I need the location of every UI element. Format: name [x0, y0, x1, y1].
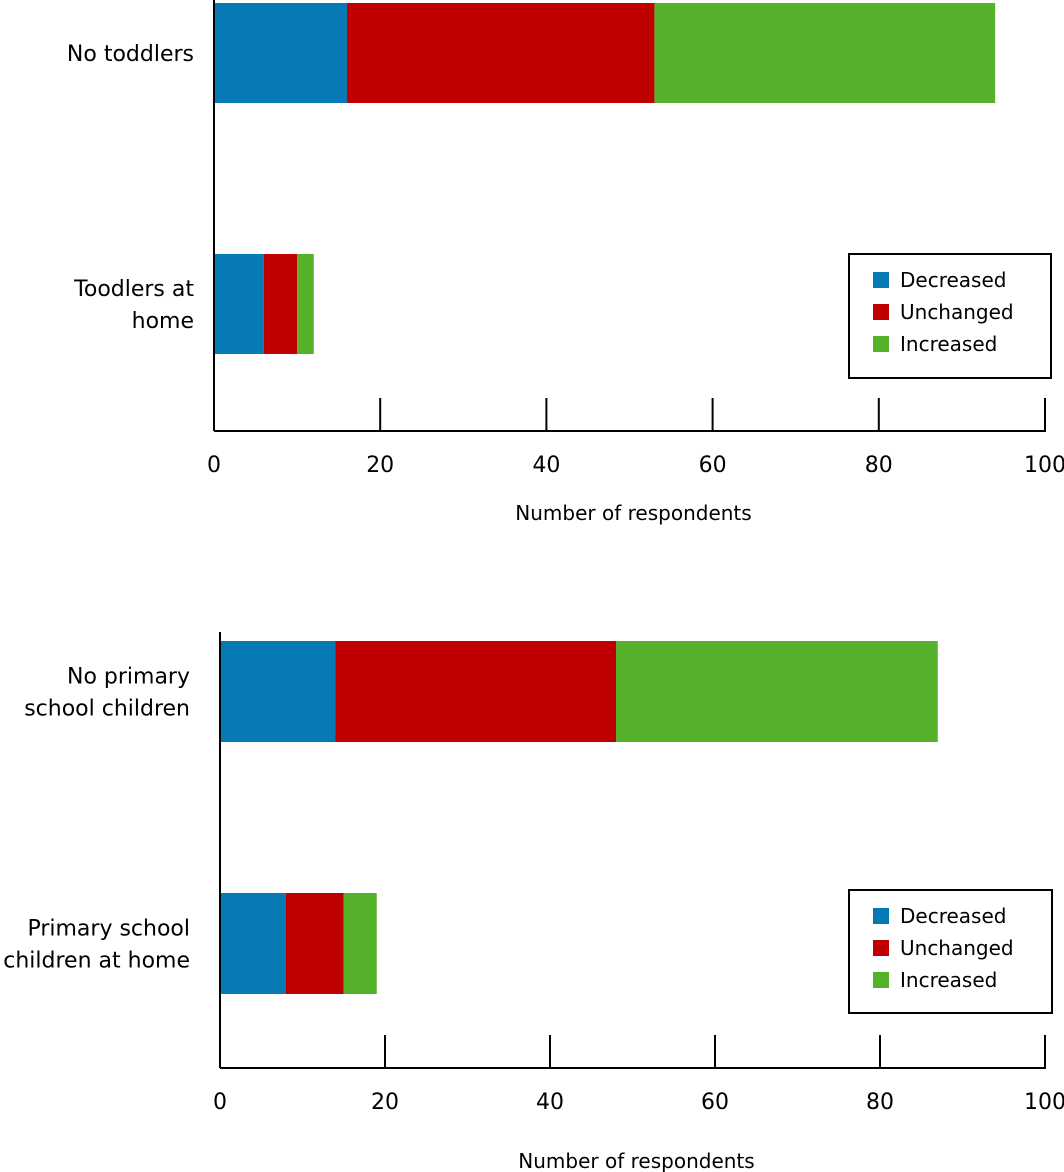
- bar-unchanged-1: [346, 3, 655, 103]
- legend-label: Increased: [900, 332, 997, 356]
- legend-swatch-decreased: [873, 272, 889, 288]
- bar-unchanged-2: [263, 254, 298, 354]
- legend-swatch-unchanged: [873, 940, 889, 956]
- x-tick-label: 0: [207, 453, 221, 478]
- chart-1: No toddlers Toodlers at home 0 20 40 60 80 100 Nu…: [67, 0, 1064, 525]
- bar-decreased-2: [220, 893, 286, 994]
- x-tick-label: 80: [866, 1090, 894, 1115]
- bar-increased-1: [654, 3, 996, 103]
- x-tick-label: 100: [1024, 1090, 1064, 1115]
- legend: Decreased Unchanged Increased: [848, 253, 1052, 379]
- chart-2: No primary school children Primary school c…: [3, 632, 1064, 1172]
- x-tick-label: 60: [699, 453, 727, 478]
- bar-decreased-1: [214, 3, 347, 103]
- legend-swatch-unchanged: [873, 304, 889, 320]
- x-tick-label: 60: [701, 1090, 729, 1115]
- legend-swatch-decreased: [873, 908, 889, 924]
- legend: Decreased Unchanged Increased: [848, 889, 1053, 1014]
- category-label: No toddlers: [67, 42, 194, 67]
- x-tick-label: 20: [366, 453, 394, 478]
- x-axis-label: Number of respondents: [515, 501, 751, 525]
- legend-label: Unchanged: [900, 936, 1014, 960]
- x-tick-label: 80: [865, 453, 893, 478]
- legend-swatch-increased: [873, 336, 889, 352]
- category-label: Toodlers at home: [73, 277, 194, 334]
- legend-swatch-increased: [873, 972, 889, 988]
- x-tick-label: 0: [213, 1090, 227, 1115]
- category-label: Primary school children at home: [3, 917, 190, 974]
- legend-label: Decreased: [900, 268, 1006, 292]
- bar-decreased-1: [220, 641, 336, 742]
- bar-increased-1: [616, 641, 938, 742]
- bar-increased-2: [297, 254, 314, 354]
- x-tick-label: 100: [1024, 453, 1064, 478]
- bar-unchanged-2: [286, 893, 344, 994]
- bar-decreased-2: [214, 254, 264, 354]
- legend-box: [848, 253, 1052, 379]
- x-tick-label: 40: [532, 453, 560, 478]
- legend-label: Unchanged: [900, 300, 1014, 324]
- bar-unchanged-1: [335, 641, 616, 742]
- legend-label: Decreased: [900, 904, 1006, 928]
- bar-increased-2: [343, 893, 377, 994]
- x-tick-label: 40: [536, 1090, 564, 1115]
- x-axis-label: Number of respondents: [518, 1149, 754, 1172]
- legend-label: Increased: [900, 968, 997, 992]
- x-tick-label: 20: [371, 1090, 399, 1115]
- category-label: No primary school children: [24, 665, 190, 722]
